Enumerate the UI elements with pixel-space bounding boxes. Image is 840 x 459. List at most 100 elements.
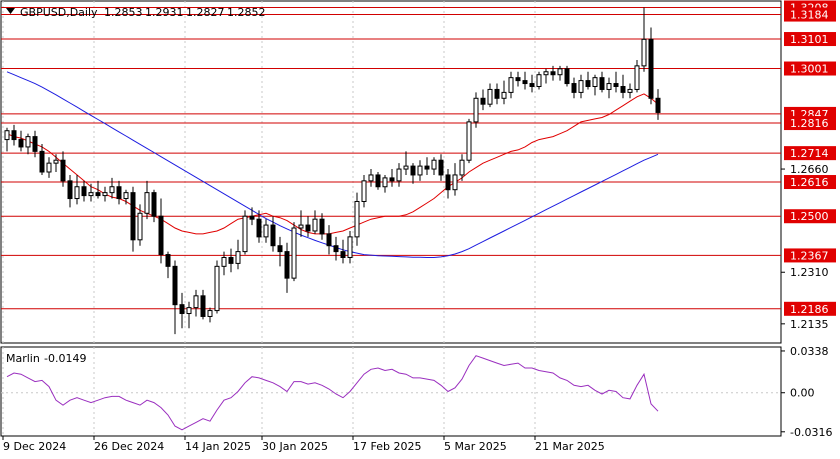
fast-moving-average: [6, 93, 659, 235]
y-tick-label: 1.2135: [790, 318, 829, 331]
bearish-candle: [305, 224, 311, 232]
bullish-candle: [298, 224, 304, 229]
level-badge-label: 1.2367: [790, 249, 829, 262]
bullish-candle: [207, 310, 213, 317]
bearish-candle: [599, 77, 605, 90]
bearish-candle: [571, 83, 577, 93]
level-badge: [784, 116, 836, 131]
bearish-candle: [522, 80, 528, 85]
level-badge-label: 1.3001: [790, 63, 829, 76]
bullish-candle: [473, 97, 479, 123]
bearish-candle: [585, 80, 591, 87]
bearish-candle: [200, 295, 206, 317]
bearish-candle: [179, 304, 185, 315]
bullish-candle: [312, 218, 318, 232]
level-badge: [784, 146, 836, 161]
osc-tick-label: 0.00: [790, 387, 815, 400]
bullish-candle: [627, 88, 633, 93]
bullish-candle: [214, 265, 220, 312]
bearish-candle: [613, 83, 619, 88]
bearish-candle: [620, 86, 626, 93]
bullish-candle: [193, 295, 199, 309]
bearish-candle: [130, 192, 136, 241]
bearish-candle: [655, 97, 661, 113]
bullish-candle: [459, 159, 465, 176]
bullish-candle: [543, 71, 549, 76]
bullish-candle: [592, 77, 598, 88]
bearish-candle: [95, 192, 101, 197]
bearish-candle: [410, 165, 416, 176]
bearish-candle: [81, 186, 87, 197]
bullish-candle: [263, 224, 269, 238]
bearish-candle: [172, 265, 178, 306]
oscillator-axis: 0.0338 0.00 -0.0316: [781, 345, 832, 439]
oscillator-panel[interactable]: [0, 346, 782, 437]
bullish-candle: [368, 174, 374, 182]
level-badge-label: 1.2816: [790, 117, 829, 130]
bearish-candle: [333, 245, 339, 253]
level-badge-label: 1.2186: [790, 303, 829, 316]
slow-moving-average: [6, 71, 659, 258]
level-badge: [784, 248, 836, 263]
bearish-candle: [158, 215, 164, 256]
ohlc-open: 1.2853: [104, 6, 143, 19]
bullish-candle: [25, 136, 31, 148]
bearish-candle: [340, 251, 346, 259]
bearish-candle: [438, 159, 444, 176]
bearish-candle: [18, 139, 24, 148]
bullish-candle: [186, 307, 192, 315]
bullish-candle: [88, 192, 94, 197]
triangle-down-icon[interactable]: [6, 8, 15, 14]
bearish-candle: [445, 174, 451, 191]
bearish-candle: [67, 180, 73, 200]
bullish-candle: [452, 174, 458, 191]
bullish-candle: [137, 212, 143, 241]
bullish-candle: [53, 159, 59, 164]
level-badge: [784, 7, 836, 22]
level-badge: [784, 209, 836, 224]
level-badge-label: 1.3184: [790, 9, 829, 22]
x-tick-label: 26 Dec 2024: [94, 440, 164, 453]
bullish-candle: [403, 165, 409, 170]
price-axis: 1.26601.23101.21351.32081.31841.31011.30…: [781, 0, 836, 331]
bullish-candle: [347, 236, 353, 259]
bearish-candle: [165, 254, 171, 267]
bullish-candle: [144, 192, 150, 214]
bearish-candle: [564, 68, 570, 85]
level-badge-label: 1.2714: [790, 147, 829, 160]
bearish-candle: [60, 159, 66, 182]
bullish-candle: [354, 200, 360, 238]
bullish-candle: [221, 257, 227, 267]
level-badge-label: 1.3101: [790, 33, 829, 46]
bearish-candle: [284, 251, 290, 279]
bearish-candle: [256, 218, 262, 238]
bullish-candle: [235, 251, 241, 264]
level-badge: [784, 32, 836, 47]
bullish-candle: [74, 186, 80, 200]
level-badge-label: 1.2500: [790, 210, 829, 223]
bullish-candle: [501, 91, 507, 99]
osc-tick-label: 0.0338: [790, 345, 829, 358]
y-tick-label: 1.2660: [790, 163, 829, 176]
bearish-candle: [270, 224, 276, 247]
level-badge: [784, 175, 836, 190]
bearish-candle: [648, 38, 654, 99]
x-tick-label: 14 Jan 2025: [185, 440, 251, 453]
oscillator-value: -0.0149: [44, 352, 86, 365]
bearish-candle: [39, 150, 45, 173]
bullish-candle: [291, 227, 297, 279]
bullish-candle: [123, 192, 129, 200]
symbol-label: GBPUSD,Daily: [20, 6, 98, 19]
bullish-candle: [634, 65, 640, 90]
price-panel[interactable]: [0, 0, 782, 344]
bearish-candle: [424, 165, 430, 170]
bullish-candle: [508, 77, 514, 93]
candles: [4, 7, 661, 335]
bearish-candle: [326, 233, 332, 247]
slow-ma-line: [6, 71, 659, 258]
bullish-candle: [4, 130, 10, 141]
bearish-candle: [375, 174, 381, 188]
bullish-candle: [382, 177, 388, 188]
x-tick-label: 17 Feb 2025: [353, 440, 421, 453]
